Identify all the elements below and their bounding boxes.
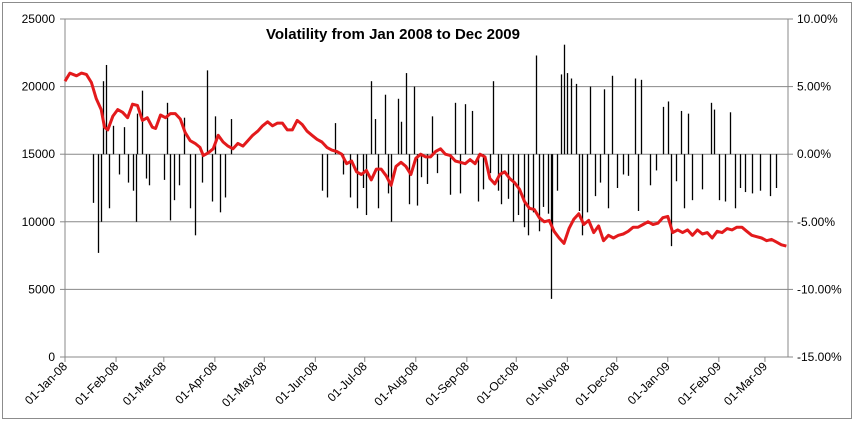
x-tick-label: 01-Mar-08 bbox=[120, 359, 169, 408]
left-tick-label: 5000 bbox=[28, 282, 55, 296]
left-tick-label: 0 bbox=[48, 350, 55, 364]
x-tick-label: 01-Jan-09 bbox=[625, 359, 673, 407]
gridlines bbox=[65, 18, 788, 290]
x-tick-label: 01-Oct-08 bbox=[474, 359, 522, 407]
x-tick-label: 01-Sep-08 bbox=[422, 359, 472, 409]
right-tick-label: -5.00% bbox=[797, 215, 835, 229]
bar-series bbox=[92, 44, 778, 299]
left-tick-label: 10000 bbox=[22, 215, 56, 229]
x-tick-label: 01-Mar-09 bbox=[721, 359, 770, 408]
volatility-chart: 0 5000 10000 15000 20000 25000 -15.00% -10.00%… bbox=[22, 12, 842, 410]
right-tick-label: 0.00% bbox=[797, 147, 831, 161]
right-tick-label: -10.00% bbox=[797, 282, 842, 296]
right-tick-label: -15.00% bbox=[797, 350, 842, 364]
chart-title: Volatility from Jan 2008 to Dec 2009 bbox=[266, 26, 520, 43]
x-tick-label: 01-Jun-08 bbox=[272, 359, 320, 407]
chart-frame: 0 5000 10000 15000 20000 25000 -15.00% -10.00%… bbox=[2, 2, 852, 419]
x-tick-label: 01-Jan-08 bbox=[22, 359, 70, 407]
x-tick-label: 01-Feb-08 bbox=[72, 359, 121, 408]
x-tick-label: 01-May-08 bbox=[219, 359, 270, 410]
right-tick-label: 5.00% bbox=[797, 80, 831, 94]
x-tick-label: 01-Apr-08 bbox=[172, 359, 220, 407]
x-tick-label: 01-Aug-08 bbox=[371, 359, 421, 409]
left-tick-label: 20000 bbox=[22, 80, 56, 94]
right-axis-ticks: -15.00% -10.00% -5.00% 0.00% 5.00% 10.00% bbox=[788, 12, 842, 364]
x-tick-label: 01-Feb-09 bbox=[675, 359, 724, 408]
x-tick-label: 01-Dec-08 bbox=[572, 359, 622, 409]
left-tick-label: 25000 bbox=[22, 12, 56, 26]
x-tick-label: 01-Jul-08 bbox=[325, 359, 371, 405]
left-tick-label: 15000 bbox=[22, 147, 56, 161]
left-axis-ticks: 0 5000 10000 15000 20000 25000 bbox=[22, 12, 65, 364]
axes bbox=[64, 19, 789, 358]
index-line bbox=[63, 71, 787, 248]
line-series bbox=[63, 71, 787, 248]
x-tick-label: 01-Nov-08 bbox=[523, 359, 573, 409]
right-tick-label: 10.00% bbox=[797, 12, 838, 26]
